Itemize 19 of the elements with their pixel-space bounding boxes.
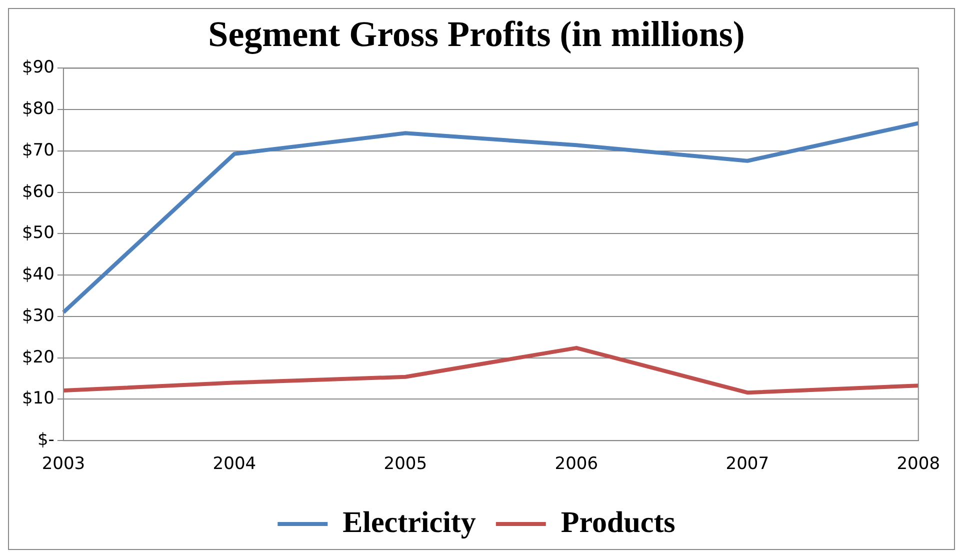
y-tick-label: $20 xyxy=(22,347,54,368)
y-tick-label: $30 xyxy=(22,306,54,326)
legend-label: Products xyxy=(560,506,676,539)
x-tick-label: 2008 xyxy=(896,454,940,474)
x-tick-label: 2005 xyxy=(384,454,428,474)
x-tick-label: 2006 xyxy=(554,454,598,474)
y-tick-label: $- xyxy=(37,430,54,450)
y-tick-label: $40 xyxy=(22,264,54,285)
y-tick-label: $80 xyxy=(22,99,54,119)
chart-title: Segment Gross Profits (in millions) xyxy=(208,14,745,54)
y-tick-label: $60 xyxy=(22,182,54,202)
y-tick-label: $90 xyxy=(22,58,54,78)
x-tick-label: 2003 xyxy=(42,454,86,474)
y-tick-label: $50 xyxy=(22,223,54,244)
x-tick-label: 2007 xyxy=(726,454,770,474)
y-tick-label: $70 xyxy=(22,140,54,160)
x-tick-label: 2004 xyxy=(212,454,256,474)
y-tick-label: $10 xyxy=(22,388,54,409)
legend-label: Electricity xyxy=(342,506,476,539)
